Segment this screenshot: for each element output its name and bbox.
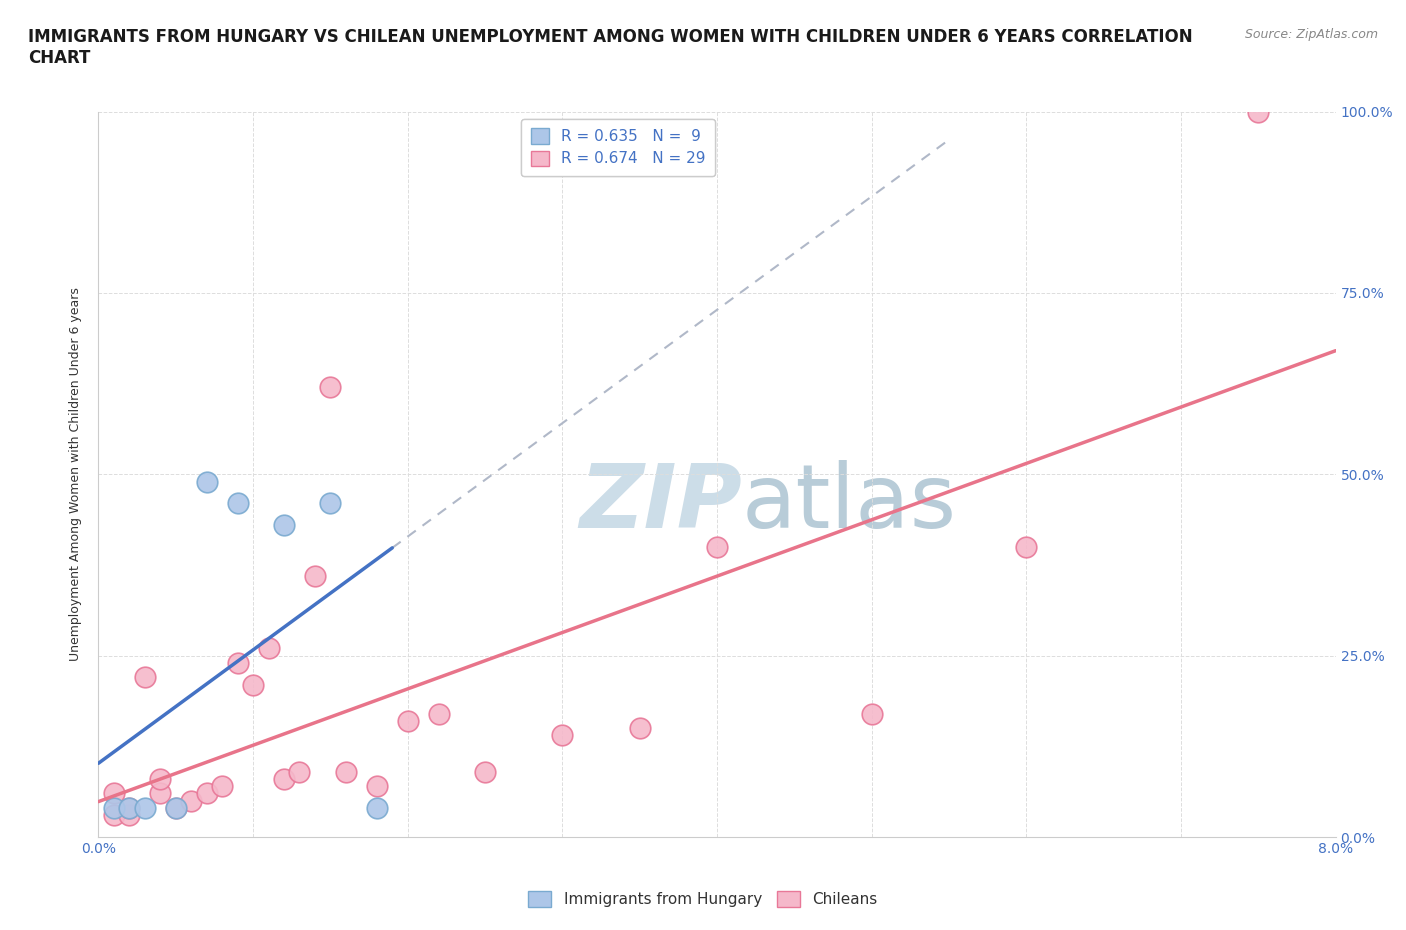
Point (551, 728, 574, 743)
Point (103, 808, 125, 823)
Point (273, 772, 295, 787)
Point (149, 772, 172, 787)
Point (180, 793, 202, 808)
Text: Source: ZipAtlas.com: Source: ZipAtlas.com (1244, 28, 1378, 41)
Point (860, 706, 883, 721)
Point (195, 474, 218, 489)
Point (396, 713, 419, 728)
Point (257, 641, 280, 656)
Point (319, 379, 342, 394)
Text: IMMIGRANTS FROM HUNGARY VS CHILEAN UNEMPLOYMENT AMONG WOMEN WITH CHILDREN UNDER : IMMIGRANTS FROM HUNGARY VS CHILEAN UNEMP… (28, 28, 1192, 67)
Point (195, 786, 218, 801)
Point (165, 801, 187, 816)
Point (273, 518, 295, 533)
Point (211, 778, 233, 793)
Point (427, 706, 450, 721)
Point (134, 801, 156, 816)
Y-axis label: Unemployment Among Women with Children Under 6 years: Unemployment Among Women with Children U… (69, 287, 83, 661)
Point (288, 764, 311, 779)
Point (103, 801, 125, 816)
Point (366, 778, 388, 793)
Point (304, 568, 326, 583)
Text: atlas: atlas (742, 459, 957, 547)
Point (1015, 539, 1038, 554)
Point (103, 786, 125, 801)
Point (242, 677, 264, 692)
Point (118, 808, 141, 823)
Point (134, 670, 156, 684)
Point (118, 801, 141, 816)
Point (118, 801, 141, 816)
Point (366, 801, 388, 816)
Point (226, 496, 249, 511)
Point (226, 656, 249, 671)
Text: ZIP: ZIP (579, 459, 742, 547)
Point (474, 764, 496, 779)
Point (706, 539, 728, 554)
Legend: Immigrants from Hungary, Chileans: Immigrants from Hungary, Chileans (523, 884, 883, 913)
Point (149, 786, 172, 801)
Point (335, 764, 357, 779)
Point (319, 496, 342, 511)
Point (628, 721, 651, 736)
Point (165, 801, 187, 816)
Legend: R = 0.635   N =  9, R = 0.674   N = 29: R = 0.635 N = 9, R = 0.674 N = 29 (522, 119, 714, 176)
Point (1247, 104, 1270, 119)
